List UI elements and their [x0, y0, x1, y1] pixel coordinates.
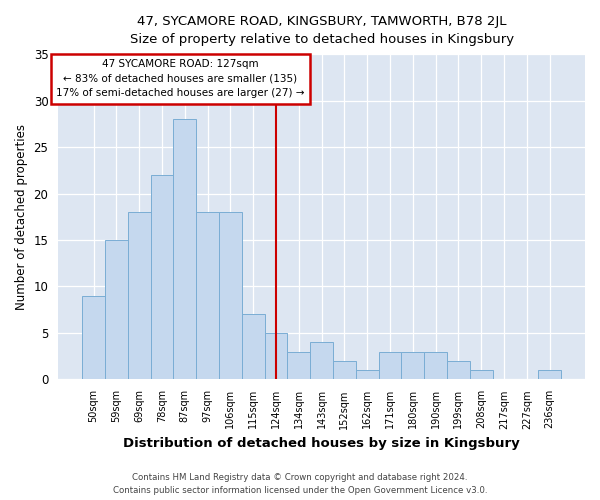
Bar [424, 352, 447, 380]
Bar [310, 342, 333, 380]
Bar [219, 212, 242, 380]
X-axis label: Distribution of detached houses by size in Kingsbury: Distribution of detached houses by size … [123, 437, 520, 450]
Bar [105, 240, 128, 380]
Bar [82, 296, 105, 380]
Title: 47, SYCAMORE ROAD, KINGSBURY, TAMWORTH, B78 2JL
Size of property relative to det: 47, SYCAMORE ROAD, KINGSBURY, TAMWORTH, … [130, 15, 514, 46]
Bar [242, 314, 265, 380]
Bar [196, 212, 219, 380]
Bar [447, 361, 470, 380]
Bar [401, 352, 424, 380]
Bar [356, 370, 379, 380]
Bar [538, 370, 561, 380]
Bar [470, 370, 493, 380]
Bar [265, 333, 287, 380]
Text: Contains HM Land Registry data © Crown copyright and database right 2024.
Contai: Contains HM Land Registry data © Crown c… [113, 474, 487, 495]
Bar [128, 212, 151, 380]
Bar [151, 175, 173, 380]
Y-axis label: Number of detached properties: Number of detached properties [15, 124, 28, 310]
Bar [173, 119, 196, 380]
Bar [287, 352, 310, 380]
Text: 47 SYCAMORE ROAD: 127sqm
← 83% of detached houses are smaller (135)
17% of semi-: 47 SYCAMORE ROAD: 127sqm ← 83% of detach… [56, 59, 304, 98]
Bar [379, 352, 401, 380]
Bar [333, 361, 356, 380]
